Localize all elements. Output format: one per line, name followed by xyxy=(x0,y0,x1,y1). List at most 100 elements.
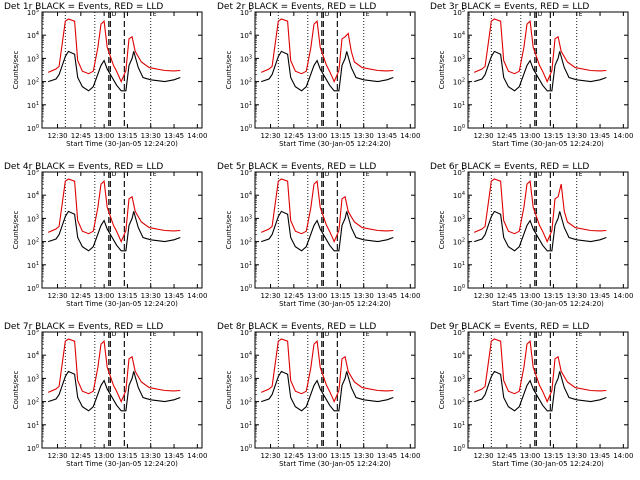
x-tick-label: 13:00 xyxy=(520,132,540,140)
y-axis-label: Counts/sec xyxy=(225,51,233,90)
x-tick-label: 12:45 xyxy=(497,292,517,300)
lld-series-line xyxy=(473,338,607,403)
x-tick-label: 14:00 xyxy=(613,452,633,460)
x-tick-label: 13:00 xyxy=(94,292,114,300)
panel-title: Det 8r BLACK = Events, RED = LLD xyxy=(217,322,376,332)
annotation-label: E xyxy=(366,331,370,338)
annotation-label: D xyxy=(112,11,117,18)
detector-panel: Det 1r BLACK = Events, RED = LLD 100 101 10… xyxy=(0,0,213,160)
lld-series-line xyxy=(260,338,394,403)
y-tick-label: 101 xyxy=(453,261,465,270)
panel-title: Det 2r BLACK = Events, RED = LLD xyxy=(217,2,376,12)
x-tick-label: 12:45 xyxy=(284,452,304,460)
y-tick-label: 101 xyxy=(240,421,252,430)
x-tick-label: 13:15 xyxy=(330,292,350,300)
y-tick-label: 103 xyxy=(453,374,465,383)
annotation-label: E xyxy=(366,11,370,18)
y-tick-label: 101 xyxy=(240,101,252,110)
x-tick-label: 13:15 xyxy=(543,132,563,140)
y-tick-label: 105 xyxy=(453,8,465,17)
panel-chart: Det 9r BLACK = Events, RED = LLD 100 101 10… xyxy=(430,322,633,468)
x-tick-label: 12:45 xyxy=(284,132,304,140)
y-axis-label: Counts/sec xyxy=(12,51,20,90)
annotation-label: D xyxy=(112,171,117,178)
y-tick-label: 103 xyxy=(240,214,252,223)
events-series-line xyxy=(474,50,607,92)
panel-chart: Det 6r BLACK = Events, RED = LLD 100 101 10… xyxy=(430,162,633,308)
panel-chart: Det 4r BLACK = Events, RED = LLD 100 101 10… xyxy=(4,162,207,308)
detector-panel: Det 3r BLACK = Events, RED = LLD 100 101 10… xyxy=(426,0,639,160)
y-tick-label: 105 xyxy=(27,168,39,177)
detector-panel: Det 8r BLACK = Events, RED = LLD 100 101 10… xyxy=(213,320,426,480)
y-tick-label: 101 xyxy=(453,421,465,430)
x-axis-label: Start Time (30-Jan-05 12:24:20) xyxy=(279,140,391,148)
y-tick-label: 102 xyxy=(240,78,252,87)
panel-chart: Det 7r BLACK = Events, RED = LLD 100 101 10… xyxy=(4,322,207,468)
y-tick-label: 103 xyxy=(453,54,465,63)
events-series-line xyxy=(261,50,394,92)
y-tick-label: 102 xyxy=(27,398,39,407)
annotation-label: D xyxy=(538,171,543,178)
panel-title: Det 3r BLACK = Events, RED = LLD xyxy=(430,2,589,12)
x-tick-label: 13:15 xyxy=(330,452,350,460)
panel-title: Det 1r BLACK = Events, RED = LLD xyxy=(4,2,163,12)
panel-title: Det 6r BLACK = Events, RED = LLD xyxy=(430,162,589,172)
x-tick-label: 14:00 xyxy=(613,292,633,300)
x-tick-label: 13:00 xyxy=(520,292,540,300)
lld-series-line xyxy=(260,18,394,83)
y-tick-label: 104 xyxy=(453,31,465,40)
x-tick-label: 13:30 xyxy=(567,292,587,300)
x-tick-label: 13:30 xyxy=(354,292,374,300)
x-tick-label: 13:45 xyxy=(377,452,397,460)
lld-series-line xyxy=(473,178,607,243)
y-tick-label: 102 xyxy=(240,238,252,247)
annotation-label: E xyxy=(579,11,583,18)
y-tick-label: 103 xyxy=(240,54,252,63)
panel-title: Det 7r BLACK = Events, RED = LLD xyxy=(4,322,163,332)
x-axis-label: Start Time (30-Jan-05 12:24:20) xyxy=(66,300,178,308)
x-tick-label: 13:00 xyxy=(520,452,540,460)
lld-series-line xyxy=(473,18,607,83)
y-tick-label: 102 xyxy=(453,398,465,407)
y-tick-label: 105 xyxy=(240,328,252,337)
x-axis-label: Start Time (30-Jan-05 12:24:20) xyxy=(66,140,178,148)
x-tick-label: 12:30 xyxy=(47,452,67,460)
y-tick-label: 104 xyxy=(27,351,39,360)
x-tick-label: 13:45 xyxy=(590,292,610,300)
y-tick-label: 101 xyxy=(27,421,39,430)
y-tick-label: 100 xyxy=(27,444,39,453)
plot-frame xyxy=(254,171,416,289)
x-tick-label: 12:45 xyxy=(71,132,91,140)
x-tick-label: 13:30 xyxy=(567,132,587,140)
x-tick-label: 13:30 xyxy=(567,452,587,460)
panel-chart: Det 2r BLACK = Events, RED = LLD 100 101 10… xyxy=(217,2,420,148)
x-tick-label: 13:45 xyxy=(377,292,397,300)
annotation-label: D xyxy=(325,331,330,338)
y-tick-label: 100 xyxy=(453,124,465,133)
x-tick-label: 13:30 xyxy=(141,132,161,140)
y-tick-label: 105 xyxy=(453,168,465,177)
y-tick-label: 104 xyxy=(27,191,39,200)
x-tick-label: 13:00 xyxy=(307,452,327,460)
plot-frame xyxy=(254,331,416,449)
x-tick-label: 13:15 xyxy=(117,452,137,460)
plot-frame xyxy=(41,11,203,129)
y-tick-label: 103 xyxy=(27,214,39,223)
y-tick-label: 104 xyxy=(240,191,252,200)
x-tick-label: 14:00 xyxy=(187,452,207,460)
events-series-line xyxy=(261,210,394,252)
x-tick-label: 13:15 xyxy=(330,132,350,140)
x-axis-label: Start Time (30-Jan-05 12:24:20) xyxy=(492,140,604,148)
x-tick-label: 12:45 xyxy=(497,132,517,140)
annotation-label: D xyxy=(538,11,543,18)
detector-panel: Det 6r BLACK = Events, RED = LLD 100 101 10… xyxy=(426,160,639,320)
y-tick-label: 101 xyxy=(240,261,252,270)
y-tick-label: 104 xyxy=(453,351,465,360)
y-tick-label: 101 xyxy=(27,101,39,110)
panel-title: Det 9r BLACK = Events, RED = LLD xyxy=(430,322,589,332)
x-tick-label: 13:00 xyxy=(94,452,114,460)
panel-title: Det 4r BLACK = Events, RED = LLD xyxy=(4,162,163,172)
x-axis-label: Start Time (30-Jan-05 12:24:20) xyxy=(492,460,604,468)
annotation-label: E xyxy=(579,331,583,338)
